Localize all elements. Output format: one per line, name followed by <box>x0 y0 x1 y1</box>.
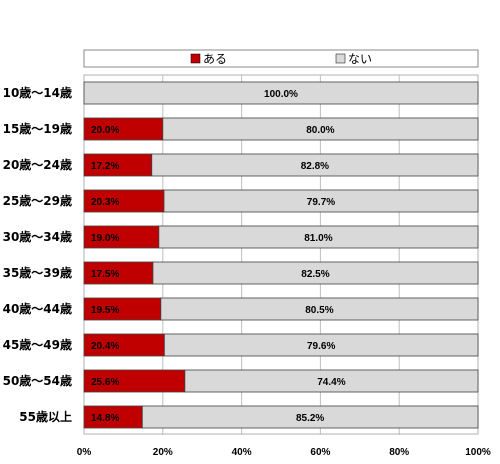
data-label: 20.0% <box>91 125 119 136</box>
x-tick-label: 60% <box>310 447 330 458</box>
data-label: 20.3% <box>91 197 119 208</box>
legend-label-nai: ない <box>348 52 372 66</box>
x-tick-label: 80% <box>389 447 409 458</box>
bar-segment-nai <box>152 261 479 285</box>
data-label: 100.0% <box>264 89 298 100</box>
bar-segment-nai <box>141 405 479 429</box>
x-tick-label: 100% <box>465 447 491 458</box>
data-label: 79.6% <box>307 341 335 352</box>
data-label: 79.7% <box>307 197 335 208</box>
bar-segment-nai <box>160 297 479 321</box>
data-label: 82.8% <box>301 161 329 172</box>
legend-swatch-aru <box>190 53 201 64</box>
category-label: 20歳～24歳 <box>3 157 72 172</box>
data-label: 17.5% <box>91 269 119 280</box>
data-label: 19.5% <box>91 305 119 316</box>
category-labels: 10歳～14歳 15歳～19歳 20歳～24歳 25歳～29歳 30歳～34歳 35歳～3… <box>3 85 72 424</box>
category-label: 55歳以上 <box>19 409 72 424</box>
x-tick-label: 40% <box>232 447 252 458</box>
category-label: 45歳～49歳 <box>3 337 72 352</box>
data-label: 19.0% <box>91 233 119 244</box>
data-label: 85.2% <box>296 413 324 424</box>
x-tick-label: 0% <box>77 447 92 458</box>
category-label: 50歳～54歳 <box>3 373 72 388</box>
plot-area <box>83 74 479 435</box>
bar-segment-nai <box>158 225 479 249</box>
category-label: 30歳～34歳 <box>3 229 72 244</box>
data-label: 80.5% <box>305 305 333 316</box>
x-tick-label: 20% <box>153 447 173 458</box>
bar-segment-nai <box>184 369 479 393</box>
data-label: 25.6% <box>91 377 119 388</box>
data-label: 17.2% <box>91 161 119 172</box>
category-label: 15歳～19歳 <box>3 121 72 136</box>
category-label: 25歳～29歳 <box>3 193 72 208</box>
data-label: 82.5% <box>301 269 329 280</box>
x-tick-labels: 0% 20% 40% 60% 80% 100% <box>77 447 491 458</box>
bar-segment-nai <box>162 117 479 141</box>
legend-label-aru: ある <box>203 52 227 66</box>
data-label: 74.4% <box>317 377 345 388</box>
data-label: 81.0% <box>304 233 332 244</box>
category-label: 40歳～44歳 <box>3 301 72 316</box>
category-label: 35歳～39歳 <box>3 265 72 280</box>
legend-frame <box>83 49 479 68</box>
legend: ある ない <box>83 49 479 68</box>
category-label: 10歳～14歳 <box>3 85 72 100</box>
data-label: 20.4% <box>91 341 119 352</box>
bars: 100.0% 20.0% 80.0% 17.2% 82.8% 20.3% 79.7% 19.0… <box>83 81 479 429</box>
data-label: 14.8% <box>91 413 119 424</box>
bar-segment-nai <box>163 333 479 357</box>
bar-segment-nai <box>83 81 479 105</box>
bar-segment-nai <box>163 189 479 213</box>
data-label: 80.0% <box>306 125 334 136</box>
bar-segment-nai <box>151 153 479 177</box>
legend-swatch-nai <box>335 53 346 64</box>
